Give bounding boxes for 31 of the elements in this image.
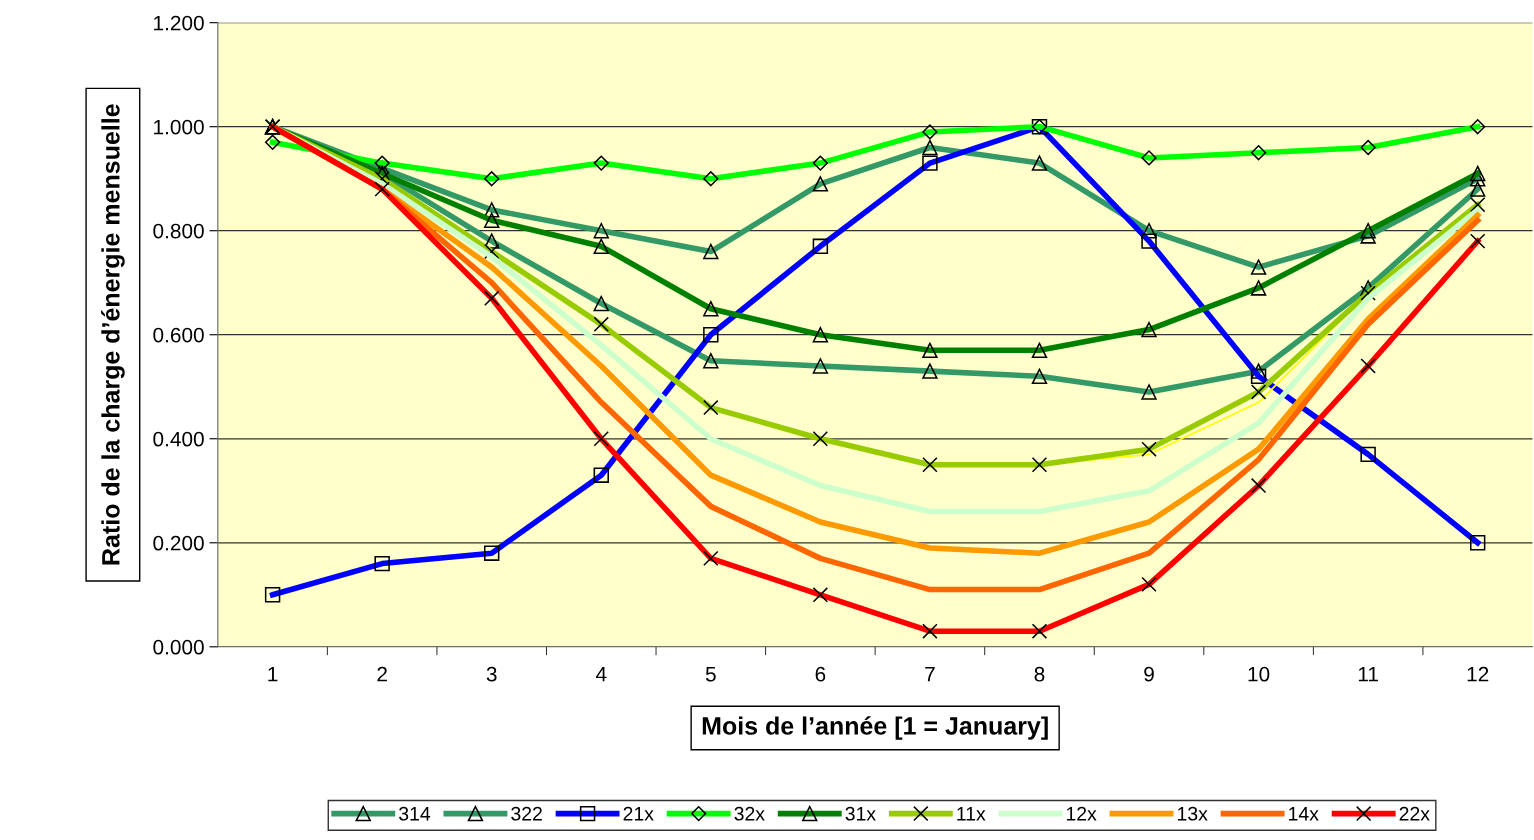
x-tick-label: 5	[705, 667, 716, 682]
legend-label: 13x	[1177, 806, 1208, 821]
legend-label: 21x	[623, 806, 654, 821]
x-tick-label: 10	[1248, 666, 1270, 682]
x-tick-label: 11	[1358, 667, 1378, 682]
y-tick-label: 1.000	[154, 119, 204, 135]
y-tick-label: 0.600	[153, 327, 204, 343]
legend-label: 22x	[1399, 806, 1430, 821]
x-axis-title: Mois de l’année [1 = January]	[702, 716, 1048, 740]
x-tick-label: 2	[377, 666, 387, 682]
y-tick-label: 0.400	[153, 431, 204, 447]
legend-label: 12x	[1066, 806, 1097, 821]
legend-label: 14x	[1289, 807, 1319, 821]
x-tick-label: 9	[1144, 666, 1154, 682]
legend-label: 314	[399, 806, 431, 821]
y-tick-label: 0.000	[153, 639, 204, 655]
legend-label: 31x	[845, 806, 876, 821]
legend-label: 11x	[957, 807, 986, 821]
x-tick-label: 3	[486, 666, 497, 682]
legend-label: 322	[511, 806, 542, 821]
x-tick-label: 1	[268, 667, 278, 682]
x-tick-label: 6	[815, 666, 826, 682]
y-tick-label: 0.800	[153, 223, 204, 239]
legend-label: 32x	[734, 806, 765, 821]
y-tick-label: 0.200	[153, 535, 204, 551]
x-tick-label: 7	[925, 667, 935, 682]
y-axis-title: Ratio de la charge d’énergie mensuelle	[101, 104, 125, 565]
x-tick-label: 8	[1034, 666, 1045, 682]
x-tick-label: 4	[595, 667, 607, 682]
x-tick-label: 12	[1467, 666, 1489, 682]
y-tick-label: 1.200	[154, 15, 204, 31]
